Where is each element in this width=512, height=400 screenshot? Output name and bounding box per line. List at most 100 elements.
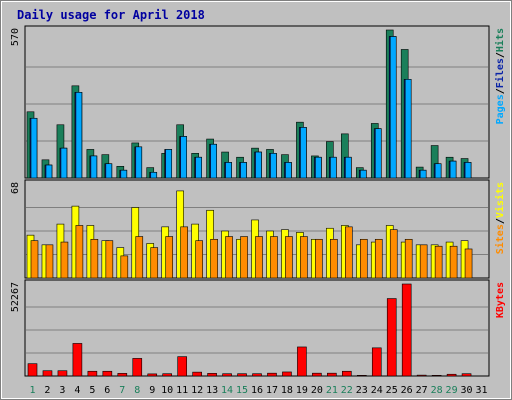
x-tick-label: 29: [446, 385, 458, 396]
x-tick-label: 14: [221, 385, 233, 396]
legend-separator: /: [495, 218, 506, 224]
bar-kbytes: [356, 374, 367, 377]
x-tick-label: 31: [475, 385, 487, 396]
bar-sites: [449, 245, 458, 279]
bar-kbytes: [461, 373, 472, 377]
x-tick-label: 15: [236, 385, 248, 396]
bar-sites: [225, 236, 233, 279]
bar-sites: [359, 238, 368, 279]
bar-kbytes: [42, 370, 53, 377]
bar-pages: [165, 149, 173, 179]
bar-pages: [45, 164, 53, 179]
bar-pages: [374, 128, 382, 179]
bar-sites: [75, 225, 84, 279]
bar-pages: [389, 36, 397, 179]
x-tick-label: 16: [251, 385, 263, 396]
bar-pages: [359, 169, 367, 179]
bar-sites: [389, 229, 398, 279]
bar-pages: [195, 156, 202, 179]
bar-pages: [449, 160, 457, 179]
legend: Pages/Files/Hits: [494, 28, 506, 124]
bar-sites: [180, 226, 188, 279]
bar-pages: [300, 127, 307, 179]
legend-item-sites: Sites: [494, 224, 506, 254]
bar-kbytes: [416, 374, 427, 377]
panel-background: [24, 279, 490, 377]
x-tick-label: 20: [311, 385, 323, 396]
legend: Sites/Visits: [494, 182, 506, 254]
bar-kbytes: [177, 356, 187, 377]
x-tick-label: 26: [401, 385, 413, 396]
bar-sites: [374, 238, 383, 279]
bar-sites: [434, 245, 443, 279]
bar-sites: [30, 240, 39, 279]
bar-pages: [105, 163, 113, 179]
bar-sites: [165, 236, 174, 279]
bar-kbytes: [267, 372, 277, 377]
x-tick-label: 19: [296, 385, 308, 396]
x-tick-label: 2: [44, 385, 50, 396]
bar-sites: [419, 244, 428, 279]
x-tick-label: 1: [29, 385, 35, 396]
x-tick-label: 11: [176, 385, 188, 396]
bar-sites: [90, 238, 99, 279]
bar-pages: [419, 169, 427, 179]
legend: KBytes: [495, 282, 506, 318]
chart-panels: 570 Pages/Files/Hits 68 Sites/Visits 52267 KB…: [10, 25, 506, 377]
bar-kbytes: [117, 373, 128, 377]
x-tick-label: 30: [461, 385, 473, 396]
chart-title: Daily usage for April 2018: [17, 8, 205, 22]
bar-sites: [270, 236, 278, 279]
bar-pages: [60, 147, 68, 179]
bar-kbytes: [162, 373, 173, 377]
bar-pages: [90, 155, 98, 179]
bar-sites: [240, 236, 248, 279]
x-tick-label: 4: [74, 385, 80, 396]
bar-sites: [105, 240, 114, 279]
y-axis-max-label: 52267: [10, 282, 21, 312]
bar-pages: [270, 153, 277, 179]
x-tick-label: 21: [326, 385, 338, 396]
x-tick-label: 24: [371, 385, 383, 396]
bar-pages: [464, 162, 472, 179]
bar-sites: [315, 238, 323, 279]
bar-sites: [285, 236, 293, 279]
bar-pages: [225, 162, 232, 179]
x-tick-label: 22: [341, 385, 353, 396]
y-axis-max-label: 68: [10, 182, 21, 194]
bar-pages: [315, 156, 322, 179]
y-axis-max-label: 570: [10, 28, 21, 46]
bar-pages: [180, 136, 187, 179]
x-tick-label: 10: [161, 385, 173, 396]
bar-kbytes: [132, 358, 143, 377]
x-tick-label: 6: [104, 385, 110, 396]
legend-item-files: Files: [494, 58, 506, 88]
bar-kbytes: [57, 370, 68, 377]
panel-1: 570 Pages/Files/Hits: [10, 25, 506, 179]
x-tick-label: 18: [281, 385, 293, 396]
x-tick-label: 23: [356, 385, 368, 396]
bar-kbytes: [222, 373, 232, 377]
panel-bars: [26, 29, 472, 179]
bar-kbytes: [371, 347, 382, 377]
legend-item-hits: Hits: [494, 28, 506, 52]
x-tick-label: 12: [191, 385, 203, 396]
bar-sites: [210, 238, 218, 279]
x-tick-label: 7: [119, 385, 125, 396]
bar-pages: [120, 169, 128, 179]
bar-kbytes: [282, 371, 292, 377]
bar-pages: [75, 92, 83, 179]
bar-kbytes: [431, 374, 442, 377]
bar-sites: [60, 241, 69, 279]
bar-sites: [345, 226, 353, 279]
bar-kbytes: [147, 373, 158, 377]
bar-pages: [345, 156, 352, 179]
x-tick-label: 28: [431, 385, 443, 396]
bar-kbytes: [327, 372, 337, 377]
bar-pages: [30, 117, 38, 179]
x-tick-label: 8: [134, 385, 140, 396]
x-tick-label: 25: [386, 385, 398, 396]
bar-sites: [195, 240, 203, 279]
panel-2: 68 Sites/Visits: [10, 179, 506, 279]
